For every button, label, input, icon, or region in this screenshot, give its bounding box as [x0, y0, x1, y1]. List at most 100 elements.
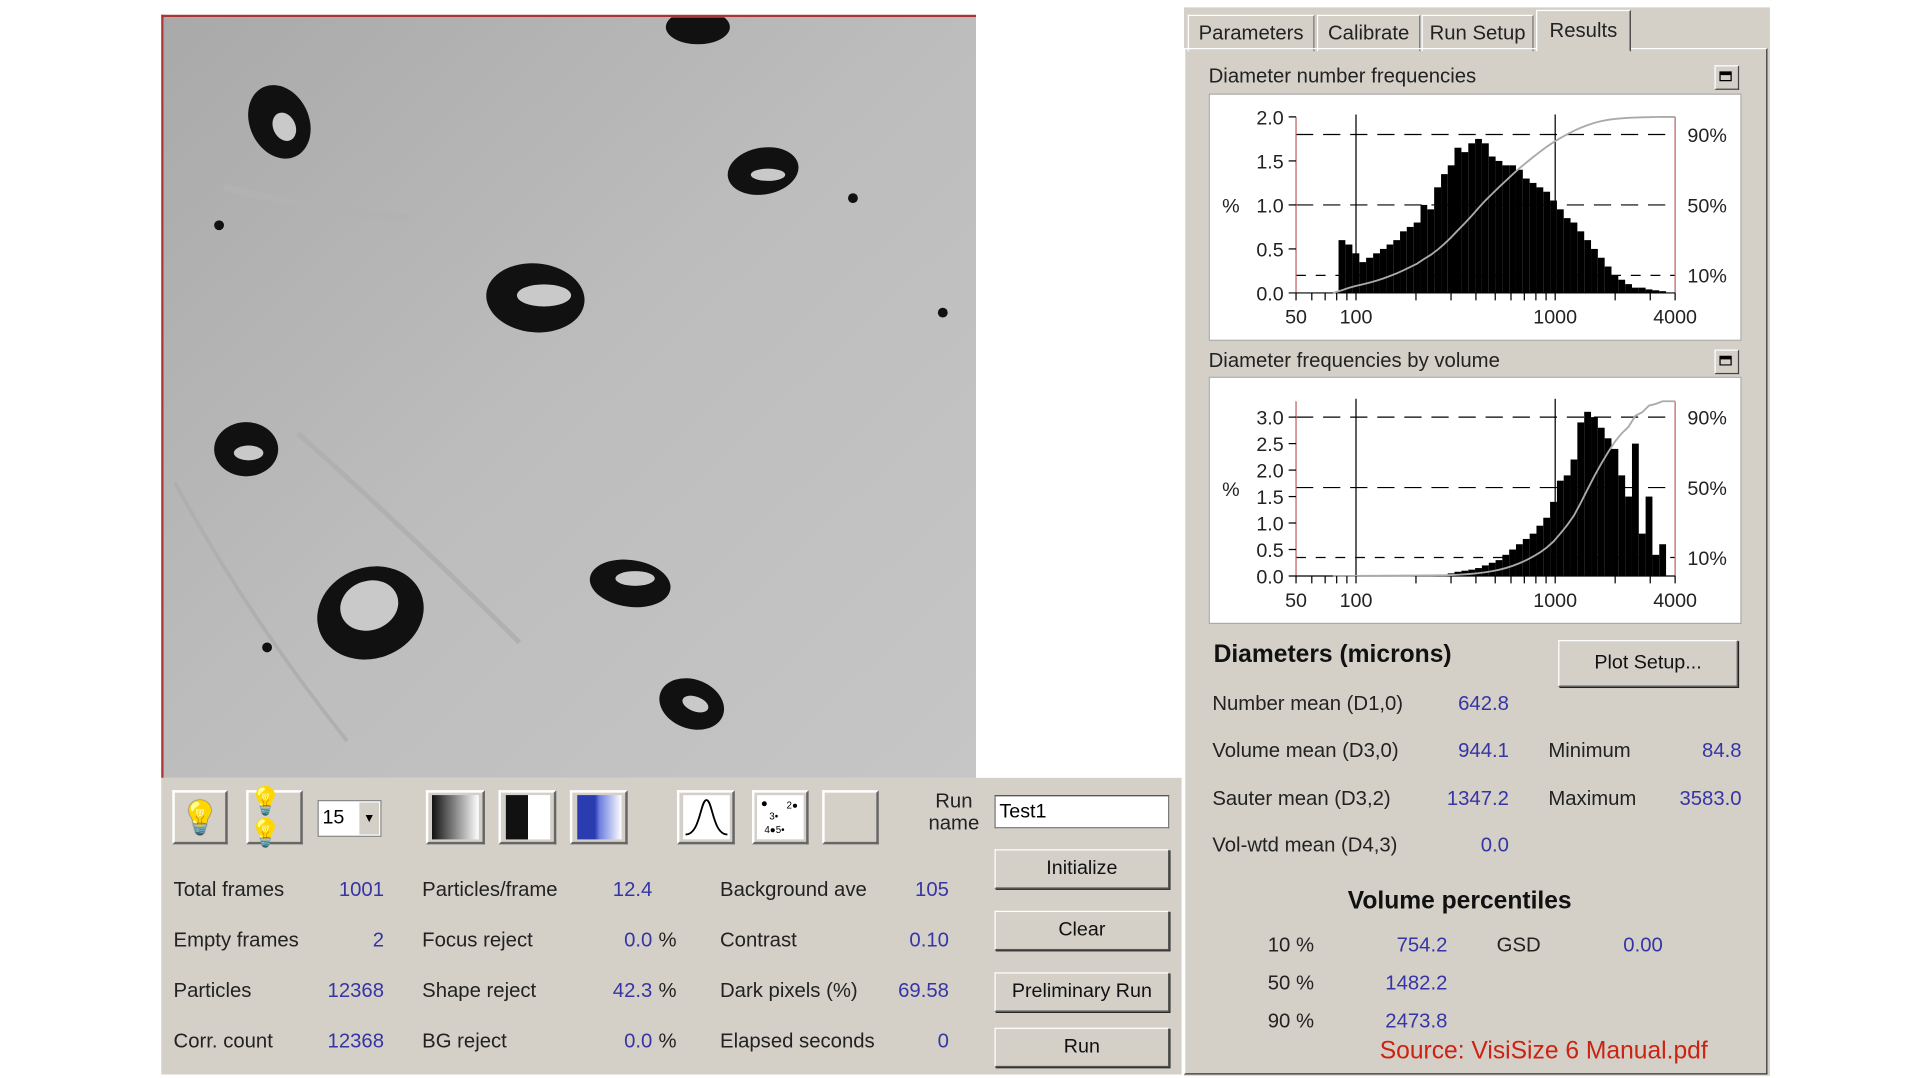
histogram-bar: [1550, 200, 1557, 293]
histogram-bar: [1638, 533, 1646, 577]
histogram-bar: [1659, 544, 1667, 577]
minimum-label: Minimum: [1548, 739, 1631, 762]
stat-label: Contrast: [720, 929, 797, 952]
stat-label: Dark pixels (%): [720, 979, 858, 1002]
cumulative-curve: [1332, 400, 1676, 577]
stat-label: Background ave: [720, 878, 867, 901]
histogram-bar: [1475, 568, 1482, 577]
histogram-bar: [1495, 160, 1503, 293]
histogram-bar: [1468, 569, 1476, 577]
initialize-button[interactable]: Initialize: [994, 849, 1170, 889]
y-tick-label: 1.0: [1256, 195, 1283, 217]
y-tick-label: 2.5: [1256, 434, 1283, 456]
y-tick-label: 2.0: [1256, 107, 1283, 129]
maximize-volume-chart-button[interactable]: [1714, 349, 1740, 375]
histogram-bar: [1468, 143, 1476, 293]
histogram-bar: [1461, 570, 1469, 577]
histogram-bar: [1488, 156, 1496, 293]
histogram-bar: [1597, 427, 1605, 577]
black-white-button[interactable]: [498, 790, 557, 845]
histogram-bar: [1338, 240, 1346, 293]
stat-label: BG reject: [422, 1030, 507, 1053]
histogram-bar: [1556, 209, 1564, 293]
plot-setup-button[interactable]: Plot Setup...: [1558, 640, 1738, 687]
blue-gradient-button[interactable]: [569, 790, 628, 845]
histogram-bar: [1413, 222, 1421, 293]
y-tick-label: 0.5: [1256, 239, 1283, 261]
tab-calibrate[interactable]: Calibrate: [1316, 14, 1421, 52]
number-chart: 10% 50% 90% 0.0 0.5 1.0 1.5 2.0 50 100 1000 4000%: [1208, 93, 1742, 341]
y-tick-label: 3.0: [1256, 408, 1283, 430]
histogram-bar: [1604, 438, 1612, 577]
stat-value: 12368: [327, 1030, 385, 1053]
gradient-icon: [432, 795, 479, 840]
svg-text:3•: 3•: [769, 812, 778, 823]
diameter-value: 0.0: [1480, 834, 1509, 857]
frames-combo[interactable]: 15 ▼: [317, 800, 382, 837]
maximize-number-chart-button[interactable]: [1714, 65, 1740, 90]
stat-label: Particles: [173, 979, 252, 1002]
right-tick-label: 90%: [1687, 125, 1726, 147]
tab-results[interactable]: Results: [1536, 9, 1631, 52]
multi-light-button[interactable]: 💡💡: [246, 785, 303, 848]
histogram-bar: [1400, 231, 1407, 293]
y-axis-label: %: [1222, 479, 1240, 501]
histogram-bar: [1570, 459, 1578, 577]
stat-label: Total frames: [173, 878, 285, 901]
gaussian-button[interactable]: [676, 790, 735, 845]
histogram-bar: [1495, 560, 1503, 577]
x-tick-label: 50: [1285, 590, 1307, 612]
histogram-bar: [1345, 244, 1353, 293]
histogram-bar: [1529, 533, 1537, 577]
histogram-bar: [1522, 538, 1530, 577]
percentile-label: 10 %: [1267, 934, 1315, 957]
stat-unit: %: [658, 929, 677, 952]
right-tick-label: 10%: [1687, 548, 1726, 570]
clear-button[interactable]: Clear: [994, 910, 1170, 951]
tab-run-setup[interactable]: Run Setup: [1421, 14, 1534, 52]
stat-label: Focus reject: [422, 929, 533, 952]
maximize-icon: [1719, 355, 1732, 366]
histogram-bar: [1488, 562, 1496, 577]
light-button[interactable]: 💡: [172, 790, 228, 845]
y-tick-label: 1.5: [1256, 487, 1283, 509]
diameter-label: Volume mean (D3,0): [1212, 739, 1399, 762]
histogram-bar: [1659, 291, 1667, 293]
stat-value: 0.0: [624, 1030, 653, 1053]
blank-button[interactable]: [822, 790, 879, 845]
histogram-bar: [1591, 248, 1598, 293]
preliminary-run-button[interactable]: Preliminary Run: [994, 972, 1170, 1012]
stat-value: 12368: [327, 979, 385, 1002]
stat-value: 2: [372, 929, 385, 952]
y-tick-label: 0.0: [1256, 283, 1283, 305]
results-panel: [1184, 48, 1768, 1075]
chevron-down-icon[interactable]: ▼: [359, 802, 380, 835]
histogram-bar: [1515, 169, 1523, 293]
y-tick-label: 1.0: [1256, 513, 1283, 535]
particle-image: [161, 14, 977, 778]
gradient-button[interactable]: [425, 790, 485, 845]
numbered-particles-button[interactable]: 2● 3• 4●5•: [752, 790, 809, 845]
histogram-bar: [1406, 226, 1414, 293]
histogram-bar: [1577, 422, 1585, 577]
y-tick-label: 2.0: [1256, 460, 1283, 482]
x-tick-label: 1000: [1533, 590, 1577, 612]
diameter-label: Number mean (D1,0): [1212, 692, 1404, 716]
histogram-bar: [1509, 549, 1516, 577]
histogram-bar: [1359, 262, 1367, 293]
diameter-label: Sauter mean (D3,2): [1212, 787, 1391, 810]
multi-lightbulb-icon: 💡💡: [248, 785, 283, 849]
histogram-bar: [1373, 253, 1380, 293]
number-chart-title: Diameter number frequencies: [1208, 65, 1477, 88]
histogram-bar: [1584, 240, 1592, 293]
run-button[interactable]: Run: [994, 1027, 1170, 1068]
histogram-bar: [1584, 411, 1592, 577]
percentile-value: 754.2: [1396, 934, 1448, 957]
tab-parameters[interactable]: Parameters: [1187, 14, 1315, 52]
histogram-bar: [1563, 218, 1571, 293]
histogram-bar: [1645, 289, 1653, 293]
maximize-icon: [1719, 71, 1732, 82]
numbered-particles-icon: 2● 3• 4●5•: [756, 795, 804, 840]
histogram-bar: [1611, 275, 1619, 293]
run-name-input[interactable]: [994, 795, 1170, 829]
